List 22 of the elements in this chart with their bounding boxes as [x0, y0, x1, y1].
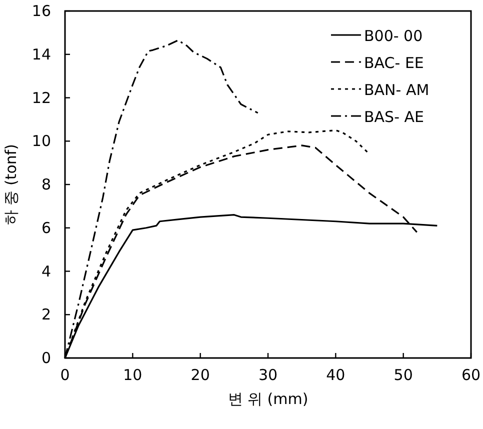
- y-tick-label: 4: [41, 262, 51, 280]
- x-tick-label: 0: [60, 366, 70, 384]
- y-tick-label: 0: [41, 349, 51, 367]
- legend-label: BAN- AM: [364, 81, 430, 99]
- y-tick-label: 6: [41, 218, 51, 237]
- legend-label: BAC- EE: [364, 54, 424, 72]
- y-tick-label: 12: [32, 88, 51, 107]
- y-axis-title: 하 중 (tonf): [2, 144, 20, 226]
- x-tick-label: 10: [123, 366, 142, 384]
- y-tick-label: 16: [32, 2, 51, 20]
- x-tick-label: 20: [190, 366, 210, 384]
- y-tick-label: 2: [41, 306, 51, 324]
- x-tick-label: 30: [258, 366, 278, 384]
- y-tick-label: 8: [41, 176, 51, 194]
- x-tick-label: 50: [394, 366, 413, 384]
- x-axis-title: 변 위 (mm): [228, 390, 308, 408]
- x-tick-label: 40: [326, 366, 346, 384]
- legend-label: B00- 00: [364, 27, 423, 45]
- y-tick-label: 10: [32, 132, 51, 150]
- legend-label: BAS- AE: [364, 108, 424, 126]
- x-tick-label: 60: [461, 366, 481, 384]
- y-tick-label: 14: [32, 45, 51, 64]
